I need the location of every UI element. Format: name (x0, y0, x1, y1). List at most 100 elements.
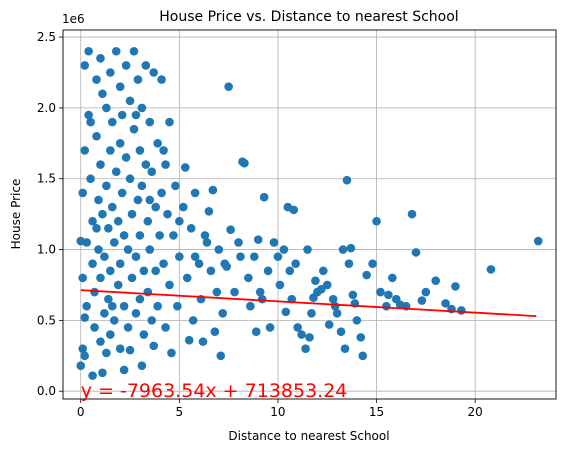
data-point (175, 252, 184, 261)
data-point (328, 294, 338, 304)
data-point (123, 245, 133, 254)
data-point (78, 273, 88, 283)
data-point (98, 368, 107, 378)
data-point (100, 309, 109, 318)
data-point (157, 188, 166, 198)
grid-lines (63, 30, 556, 399)
data-point (151, 266, 160, 276)
data-point (324, 320, 334, 329)
data-point (94, 245, 103, 254)
data-point (104, 224, 113, 233)
data-point (102, 348, 111, 358)
data-point (106, 266, 115, 276)
data-point (388, 273, 397, 283)
data-point (362, 270, 371, 280)
regression-equation-label: y = -7963.54x + 713853.24 (81, 380, 348, 402)
data-point (182, 273, 192, 283)
data-point (92, 224, 101, 233)
data-point (411, 248, 421, 257)
data-point (269, 238, 279, 247)
data-point (133, 195, 143, 205)
data-point (384, 290, 393, 300)
data-point (441, 299, 450, 308)
data-point (344, 259, 354, 269)
data-point (108, 301, 117, 311)
data-point (240, 158, 249, 168)
data-point (76, 236, 86, 246)
data-point (338, 245, 348, 254)
data-point (157, 75, 166, 84)
data-point (289, 205, 299, 215)
data-point (90, 323, 99, 332)
data-point (421, 287, 431, 297)
data-point (202, 238, 212, 247)
data-point (281, 307, 291, 317)
y-axis-ticks: 0.0 0.5 1.0 1.5 2.0 2.5 (37, 30, 63, 398)
data-point (78, 344, 88, 354)
data-point (249, 252, 259, 261)
data-point (417, 296, 427, 305)
data-point (117, 110, 127, 120)
data-point (190, 188, 200, 198)
y-offset-label: 1e6 (62, 12, 85, 26)
data-point (143, 287, 153, 297)
data-point (194, 259, 204, 269)
x-axis-label: Distance to nearest School (228, 429, 389, 443)
data-point (102, 103, 111, 113)
data-point (149, 68, 159, 77)
data-point (167, 348, 176, 358)
data-point (80, 146, 89, 155)
data-point (165, 117, 174, 127)
data-point (76, 361, 86, 371)
data-point (210, 327, 220, 337)
data-point (251, 327, 261, 337)
data-point (98, 89, 107, 99)
data-point (115, 259, 125, 269)
data-point (96, 160, 105, 169)
data-point (106, 330, 115, 339)
data-point (106, 146, 115, 155)
x-tick-label: 15 (369, 405, 384, 419)
data-point (131, 252, 141, 261)
data-point (332, 309, 342, 318)
data-point (135, 146, 145, 155)
data-point (376, 287, 385, 297)
data-point (108, 202, 117, 212)
data-point (178, 202, 188, 212)
data-point (352, 316, 362, 325)
data-point (125, 345, 135, 355)
data-point (147, 316, 157, 325)
data-point (153, 139, 162, 148)
data-point (226, 225, 235, 235)
data-point (141, 160, 151, 169)
data-point (356, 333, 366, 342)
data-point (301, 344, 310, 354)
data-point (102, 181, 111, 191)
data-point (175, 216, 184, 226)
data-point (161, 160, 170, 169)
data-point (159, 146, 168, 155)
data-point (108, 117, 117, 127)
data-point (135, 231, 145, 240)
data-point (165, 280, 174, 290)
data-point (358, 351, 368, 361)
data-point (198, 337, 208, 346)
data-point (143, 216, 153, 226)
data-point (297, 330, 306, 339)
data-point (206, 266, 216, 276)
data-point (293, 323, 302, 332)
y-tick-label: 0.0 (37, 384, 56, 398)
data-point (159, 259, 168, 269)
data-point (224, 82, 233, 91)
regression-line (80, 289, 537, 318)
data-point (285, 266, 295, 276)
plot-frame (62, 29, 557, 400)
data-point (147, 167, 157, 176)
data-point (212, 287, 222, 297)
data-point (133, 75, 143, 84)
data-point (92, 75, 101, 84)
data-point (234, 238, 243, 247)
data-point (119, 301, 129, 311)
data-point (145, 117, 155, 127)
data-point (131, 110, 141, 120)
